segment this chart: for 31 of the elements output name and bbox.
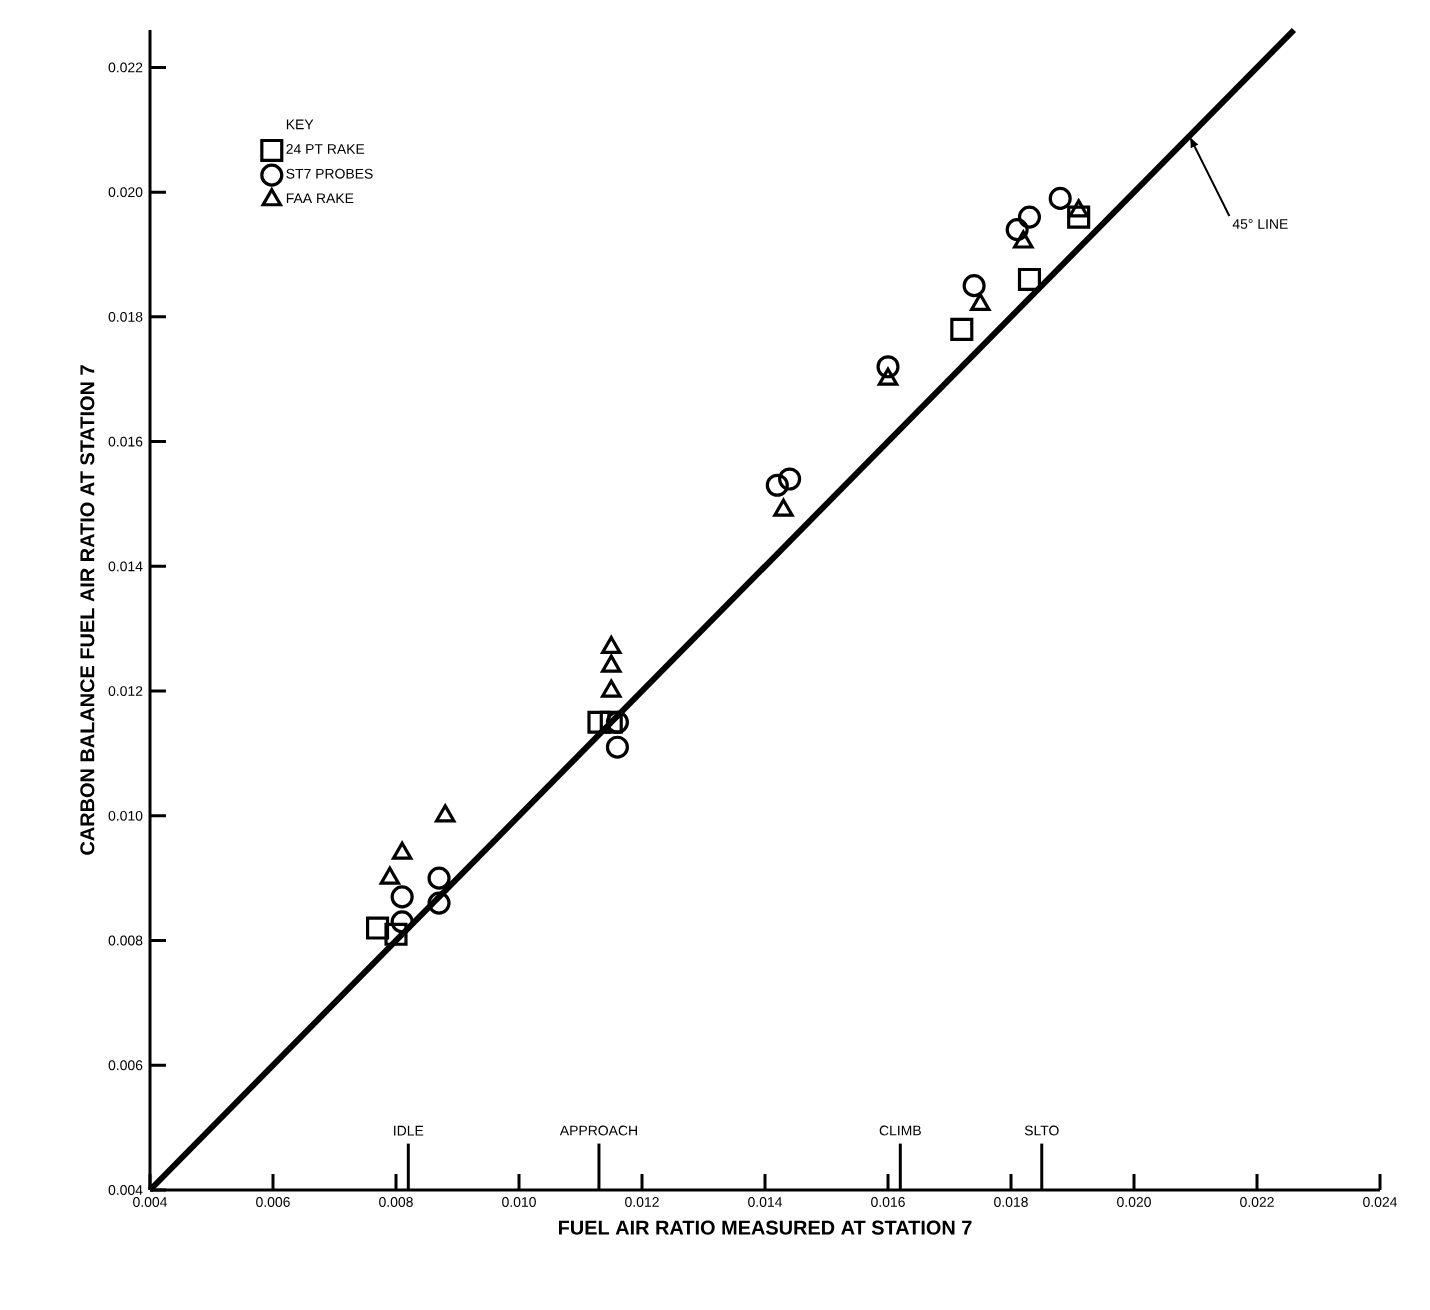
point [950,317,974,341]
point [1067,205,1091,229]
point [970,292,991,311]
point [1048,186,1072,210]
point [601,635,622,654]
point [601,679,622,698]
point [390,910,414,934]
point [605,735,629,759]
point [1017,267,1042,292]
point [365,916,390,940]
point [876,355,900,379]
y-axis-title: CARBON BALANCE FUEL AIR RATIO AT STATION 7 [80,365,95,855]
point [778,467,802,491]
point [765,473,789,497]
x-axis-title: FUEL AIR RATIO MEASURED AT STATION 7 [558,1220,972,1235]
point [1017,205,1042,229]
point [599,710,623,734]
point [391,841,413,860]
point [427,866,451,890]
point [1068,199,1089,218]
point [384,922,408,946]
point [962,274,986,298]
point [877,367,899,386]
point [587,710,611,734]
point [773,498,794,517]
point [427,891,451,915]
point [434,804,456,823]
point [390,885,414,909]
point [379,866,401,885]
point [601,654,622,673]
point [1005,217,1029,242]
